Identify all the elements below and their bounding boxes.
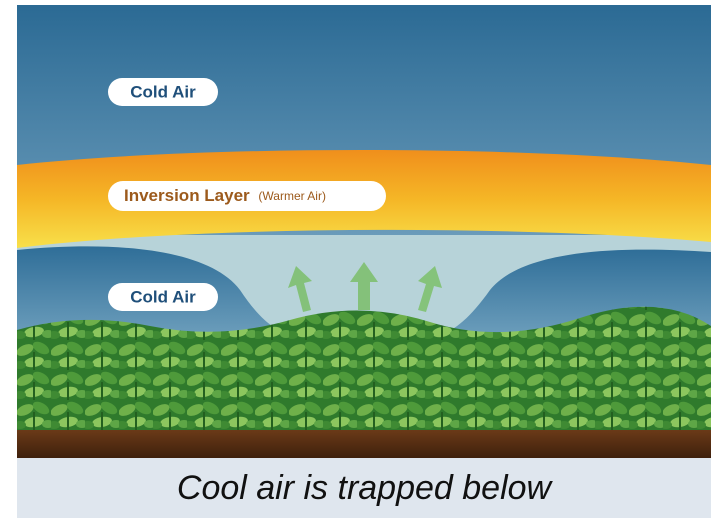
inversion-note: (Warmer Air) [258,189,326,203]
caption: Cool air is trapped below [177,469,554,507]
label-pill [108,181,386,211]
arrow [350,262,378,310]
inversion-label: Inversion Layer (Warmer Air) [124,186,326,205]
inversion-title: Inversion Layer [124,186,250,205]
soil [17,430,711,458]
label-pill [108,78,218,106]
label-pill [108,283,218,311]
caption-band [17,458,711,518]
crops [17,306,711,432]
arrow [418,266,442,312]
arrow [288,266,312,312]
cold-air-label: Cold Air [130,287,196,306]
cold-air-label: Cold Air [130,82,196,101]
rising-arrows [288,262,442,312]
